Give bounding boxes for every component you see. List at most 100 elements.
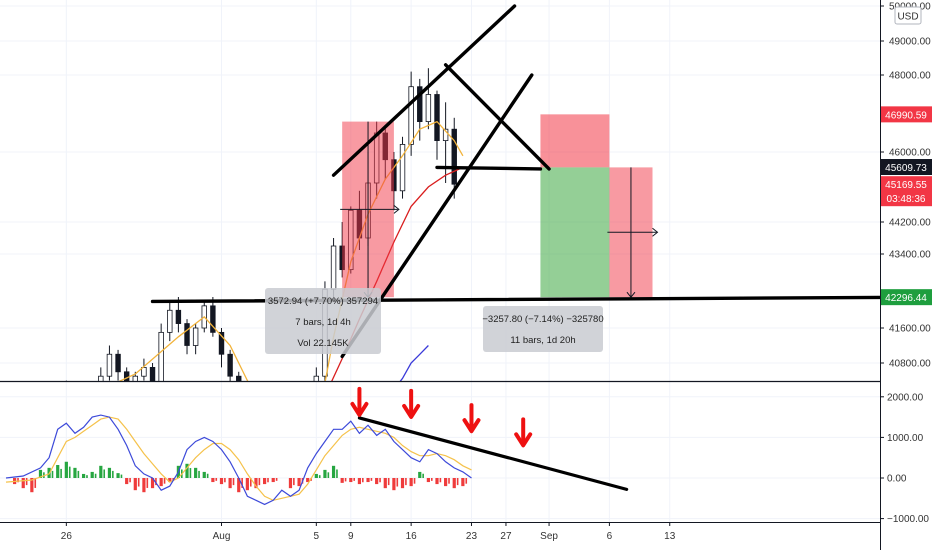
- histogram-bar: [430, 478, 433, 481]
- price-tag-label: 45609.73: [885, 163, 927, 174]
- histogram-bar: [461, 478, 465, 487]
- trendline[interactable]: [331, 4, 517, 177]
- price-tag-label: 46990.59: [885, 110, 927, 121]
- time-tick-label: Sep: [540, 531, 558, 542]
- main-pane[interactable]: 3572.94 (+7.70%) 357294 7 bars, 1d 4h Vol …: [12, 4, 932, 473]
- histogram-bar: [444, 478, 448, 487]
- price-tag: 42296.44: [881, 289, 932, 306]
- histogram-bar: [245, 478, 249, 491]
- histogram-bar: [327, 472, 330, 478]
- info-box-background: [483, 306, 603, 352]
- candle-body: [132, 375, 138, 381]
- histogram-bar: [254, 478, 258, 489]
- histogram-bar: [370, 478, 373, 481]
- histogram-bar: [189, 468, 192, 478]
- histogram-bar: [86, 475, 88, 478]
- macd-axis[interactable]: 2000.00 1000.00 0.00 −1000.00: [880, 392, 929, 525]
- price-tag-label: 45169.55: [885, 180, 927, 191]
- histogram-bar: [60, 468, 62, 478]
- histogram-bar: [202, 471, 206, 478]
- histogram-bar: [439, 478, 442, 483]
- time-tick-label: 9: [348, 531, 354, 542]
- histogram-bar: [387, 478, 390, 486]
- histogram-bar: [198, 470, 200, 478]
- red-down-arrow-head: [462, 418, 481, 434]
- candle-body: [313, 375, 320, 381]
- macd-line: [5, 414, 472, 506]
- histogram-bar: [413, 478, 416, 484]
- price-tick-label: 49000.00: [889, 37, 931, 48]
- candle-body: [451, 128, 457, 185]
- histogram-bar: [56, 465, 60, 478]
- histogram-bar: [30, 478, 34, 493]
- trendline[interactable]: [443, 63, 551, 171]
- position-stop-zone[interactable]: [540, 114, 610, 168]
- price-tag-box: [881, 289, 932, 306]
- histogram-bar: [435, 478, 439, 485]
- histogram-bar: [159, 478, 163, 487]
- macd-trendline[interactable]: [357, 416, 629, 491]
- histogram-bar: [357, 478, 362, 485]
- info-box-line: 3572.94 (+7.70%) 357294: [268, 296, 378, 307]
- time-axis[interactable]: 26 Aug 5 9 16 23 27 Sep 6 13: [61, 522, 676, 542]
- time-tick-label: 5: [314, 531, 320, 542]
- histogram-bar: [288, 478, 293, 489]
- histogram-bar: [258, 478, 261, 486]
- measure-info-box[interactable]: −3257.80 (−7.14%) −325780 11 bars, 1d 20h: [482, 306, 604, 352]
- candle-body: [330, 245, 337, 290]
- macd-line: [5, 416, 472, 501]
- histogram-bar: [228, 478, 232, 489]
- currency-label: USD: [897, 12, 918, 23]
- histogram-bar: [448, 478, 450, 484]
- time-tick-label: 13: [664, 531, 676, 542]
- histogram-bar: [426, 478, 430, 483]
- histogram-bar: [366, 478, 370, 483]
- candle-body: [123, 371, 130, 381]
- candle-body: [167, 309, 173, 333]
- price-tick-label: 48000.00: [889, 71, 931, 82]
- candle-body: [192, 327, 199, 346]
- candle-body: [236, 375, 242, 381]
- candle-body: [210, 305, 216, 333]
- candle-body: [408, 86, 414, 145]
- time-tick-label: 6: [607, 531, 613, 542]
- drawings-layer[interactable]: 3572.94 (+7.70%) 357294 7 bars, 1d 4h Vol …: [150, 4, 932, 359]
- candle-body: [442, 128, 449, 141]
- histogram-bar: [194, 467, 198, 478]
- price-tag: 45609.73: [881, 159, 932, 176]
- histogram-bar: [241, 478, 243, 488]
- histogram-bar: [38, 469, 43, 478]
- histogram-bar: [400, 478, 405, 489]
- price-tag-box: [881, 176, 932, 207]
- histogram-bar: [405, 478, 407, 486]
- histogram-bar: [150, 478, 155, 489]
- macd-tick-label: −1000.00: [887, 514, 929, 525]
- macd-pane[interactable]: [0, 386, 880, 520]
- histogram-bar: [293, 478, 295, 486]
- histogram-bar: [51, 470, 54, 478]
- histogram-bar: [219, 478, 224, 485]
- currency-badge[interactable]: USD: [894, 6, 922, 25]
- red-down-arrow-head: [514, 432, 533, 448]
- info-box-line: Vol 22.145K: [297, 338, 349, 349]
- measure-info-box[interactable]: 3572.94 (+7.70%) 357294 7 bars, 1d 4h Vol …: [265, 288, 381, 354]
- histogram-bar: [314, 473, 318, 478]
- histogram-bar: [215, 478, 218, 481]
- time-tick-label: 26: [61, 531, 73, 542]
- position-target-zone[interactable]: [540, 167, 610, 298]
- price-tick-label: 41600.00: [889, 324, 931, 335]
- currency-badge-box: [894, 6, 922, 25]
- candle-body: [399, 143, 406, 192]
- histogram-bar: [125, 478, 129, 485]
- histogram-bar: [146, 478, 149, 488]
- trendline[interactable]: [435, 165, 543, 171]
- histogram-bar: [21, 478, 25, 489]
- red-down-arrow-head: [350, 401, 369, 417]
- candle-body: [115, 353, 121, 373]
- histogram-bar: [383, 478, 387, 489]
- histogram-bar: [340, 478, 344, 483]
- histogram-bar: [267, 478, 269, 483]
- candle-body: [98, 375, 104, 381]
